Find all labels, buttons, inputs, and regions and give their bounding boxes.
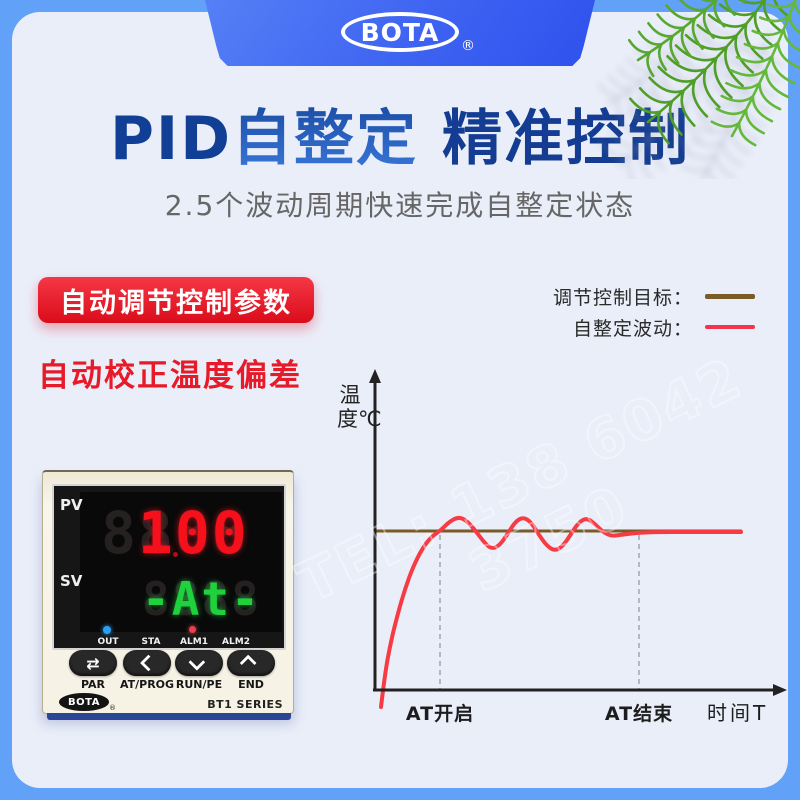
brand-logo-text: BOTA: [360, 17, 440, 47]
sv-label: SV: [60, 572, 83, 590]
end-button-label: END: [238, 678, 264, 691]
legend-line-swatch: [705, 293, 755, 299]
page-subtitle: 2.5个波动周期快速完成自整定状态: [164, 189, 636, 222]
par-button: ⇄: [69, 650, 117, 676]
title-mid: 自整定: [232, 104, 419, 174]
legend-row-autotune: 自整定波动：: [505, 314, 755, 340]
led-label-sta: STA: [141, 637, 161, 647]
annotation-at-end: AT结束: [604, 703, 674, 725]
registered-mark: ®: [461, 38, 475, 54]
legend-row-target: 调节控制目标：: [505, 283, 755, 309]
alm1-led: [189, 626, 196, 633]
controller-screen: [80, 492, 282, 632]
led-label-alm2: ALM2: [222, 637, 250, 647]
chevron-up-icon: [239, 654, 257, 672]
out-led: [103, 626, 111, 634]
pv-label: PV: [60, 496, 83, 514]
device-brand-text: BOTA: [68, 696, 100, 708]
controller-display-panel: PV SV 8888 100 8888 -At- OUT STA ALM1 AL…: [52, 484, 286, 650]
brand-logo-ellipse: BOTA: [341, 12, 459, 52]
led-label-alm1: ALM1: [180, 637, 208, 647]
device-brand-logo: BOTA: [59, 693, 109, 711]
end-button: [227, 650, 275, 676]
decimal-point-led: [173, 552, 178, 557]
at-prog-button-label: AT/PROG: [119, 678, 175, 691]
par-button-label: PAR: [80, 678, 106, 691]
title-suffix: 精准控制: [442, 104, 691, 174]
feature-line: 自动校正温度偏差: [38, 358, 302, 394]
device-series-label: BT1 SERIES: [207, 698, 283, 711]
sv-ghost-digits: 8888: [142, 572, 261, 626]
brand-banner: BOTA ®: [205, 0, 595, 66]
sv-value: -At-: [142, 572, 261, 626]
feature-badge-label: 自动调节控制参数: [60, 287, 292, 319]
temperature-controller: PV SV 8888 100 8888 -At- OUT STA ALM1 AL…: [42, 470, 294, 720]
at-prog-button: [123, 650, 171, 676]
x-axis-label: 时间T: [707, 701, 769, 725]
feature-badge: 自动调节控制参数: [38, 277, 314, 323]
legend-label: 自整定波动：: [572, 317, 693, 340]
chevron-down-icon: [188, 653, 206, 671]
chart-legend: 调节控制目标： 自整定波动：: [505, 283, 755, 345]
pv-value: 100: [101, 499, 249, 567]
title-prefix: PID: [109, 104, 233, 174]
device-bottom-trim: [47, 713, 291, 720]
led-label-out: OUT: [97, 637, 119, 647]
legend-label: 调节控制目标：: [552, 286, 693, 309]
annotation-at-start: AT开启: [405, 703, 475, 725]
chevron-left-icon: [139, 654, 157, 672]
brand-logo: BOTA ®: [275, 12, 525, 58]
y-axis-label: 温度℃: [337, 383, 382, 432]
chart-canvas: [369, 369, 787, 709]
run-pe-button-label: RUN/PE: [175, 678, 223, 691]
run-pe-button: [175, 650, 223, 676]
legend-line-swatch: [705, 325, 755, 329]
page-title: PID自整定 精准控制: [0, 90, 800, 177]
loop-icon: ⇄: [86, 653, 100, 673]
autotune-chart: 温度℃ 时间T AT开启 AT结束: [325, 365, 795, 730]
device-registered-mark: ®: [109, 704, 116, 712]
